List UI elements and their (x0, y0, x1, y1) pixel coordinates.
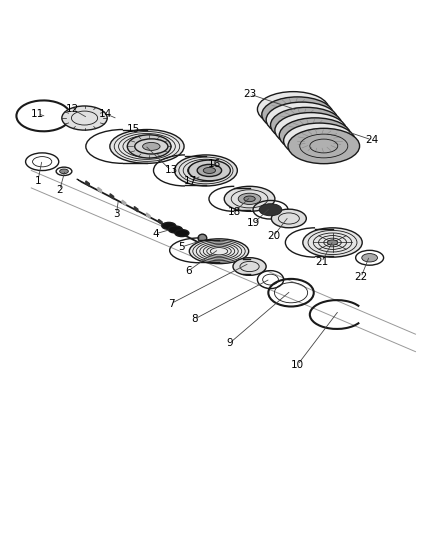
Ellipse shape (189, 239, 249, 264)
Text: 4: 4 (152, 229, 159, 239)
Ellipse shape (362, 254, 378, 262)
Ellipse shape (233, 257, 266, 276)
Ellipse shape (110, 130, 184, 163)
Text: 10: 10 (291, 360, 304, 370)
Text: 1: 1 (35, 176, 41, 187)
Text: 23: 23 (243, 89, 256, 99)
Ellipse shape (188, 160, 230, 181)
Ellipse shape (197, 164, 222, 176)
Text: 16: 16 (208, 159, 221, 169)
Text: 6: 6 (185, 266, 192, 276)
Ellipse shape (303, 228, 362, 257)
Polygon shape (122, 200, 126, 205)
Ellipse shape (238, 193, 261, 205)
Polygon shape (159, 220, 162, 224)
Polygon shape (86, 181, 89, 186)
Ellipse shape (127, 135, 171, 158)
Text: 15: 15 (127, 124, 141, 134)
Text: 3: 3 (113, 209, 120, 219)
Ellipse shape (162, 222, 176, 229)
Ellipse shape (168, 226, 182, 233)
Ellipse shape (175, 230, 189, 237)
Ellipse shape (262, 97, 333, 132)
Text: 5: 5 (179, 242, 185, 252)
Text: 8: 8 (192, 314, 198, 324)
Ellipse shape (259, 204, 282, 216)
Polygon shape (110, 193, 113, 199)
Text: 21: 21 (315, 257, 328, 267)
Ellipse shape (258, 92, 329, 127)
Text: 17: 17 (184, 176, 197, 187)
Ellipse shape (271, 107, 342, 143)
Ellipse shape (288, 128, 360, 164)
Text: 18: 18 (228, 207, 241, 217)
Ellipse shape (135, 139, 168, 154)
Polygon shape (98, 187, 102, 192)
Ellipse shape (60, 169, 68, 174)
Ellipse shape (244, 196, 255, 201)
Text: 14: 14 (99, 109, 112, 119)
Text: 2: 2 (57, 185, 63, 195)
Ellipse shape (272, 209, 306, 228)
Ellipse shape (284, 123, 355, 158)
Ellipse shape (266, 102, 338, 138)
Text: 7: 7 (168, 298, 174, 309)
Text: 19: 19 (247, 218, 261, 228)
Text: 22: 22 (354, 272, 367, 282)
Polygon shape (171, 226, 174, 231)
Ellipse shape (174, 155, 237, 186)
Text: 20: 20 (267, 231, 280, 241)
Text: 24: 24 (365, 135, 378, 145)
Text: 9: 9 (226, 338, 233, 348)
Text: 13: 13 (164, 165, 177, 175)
Ellipse shape (224, 187, 275, 212)
Ellipse shape (203, 167, 215, 173)
Ellipse shape (275, 112, 346, 148)
Ellipse shape (327, 240, 338, 245)
Ellipse shape (198, 234, 207, 242)
Ellipse shape (143, 142, 160, 150)
Polygon shape (77, 179, 204, 246)
Text: 12: 12 (66, 104, 79, 114)
Ellipse shape (279, 118, 351, 153)
Text: 11: 11 (31, 109, 44, 119)
Polygon shape (134, 207, 138, 212)
Polygon shape (146, 213, 150, 218)
Ellipse shape (62, 106, 107, 130)
